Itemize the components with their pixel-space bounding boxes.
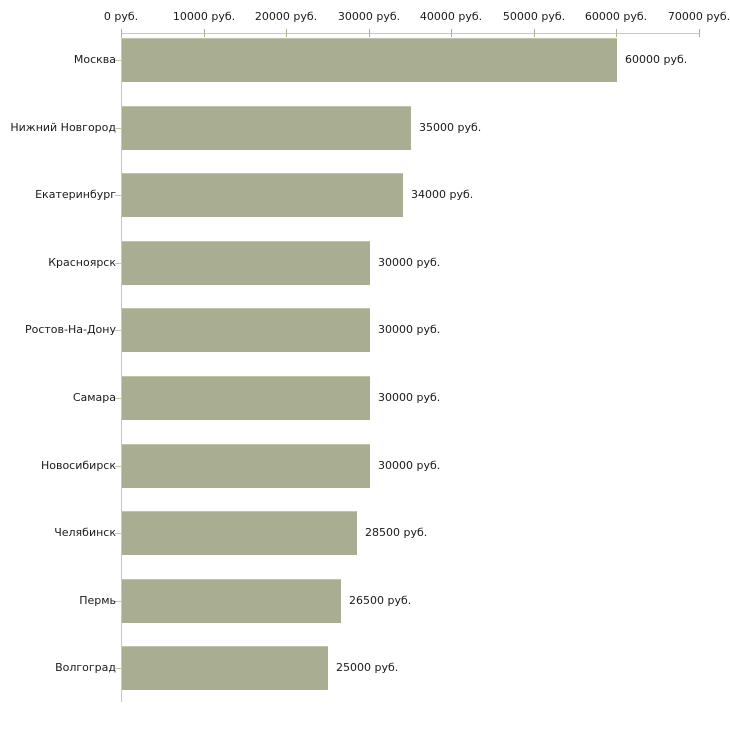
y-tick-mark	[115, 60, 121, 61]
y-tick-mark	[115, 466, 121, 467]
bar	[122, 444, 370, 488]
x-tick-label: 0 руб.	[103, 10, 139, 23]
x-tick-mark	[616, 29, 617, 37]
x-tick-label: 20000 руб.	[254, 10, 318, 23]
category-label: Волгоград	[55, 661, 116, 674]
category-label: Самара	[72, 391, 116, 404]
y-tick-mark	[115, 398, 121, 399]
x-tick-mark	[451, 29, 452, 37]
value-label: 30000 руб.	[378, 459, 441, 472]
x-tick-label: 60000 руб.	[584, 10, 648, 23]
x-tick-mark	[121, 29, 122, 37]
x-tick-mark	[369, 29, 370, 37]
y-tick-mark	[115, 668, 121, 669]
x-tick-mark	[534, 29, 535, 37]
x-tick-label: 30000 руб.	[337, 10, 401, 23]
y-tick-mark	[115, 195, 121, 196]
x-axis-line	[121, 33, 700, 34]
bar	[122, 511, 357, 555]
x-tick-label: 50000 руб.	[502, 10, 566, 23]
bar	[122, 376, 370, 420]
category-label: Новосибирск	[40, 459, 116, 472]
value-label: 34000 руб.	[411, 188, 474, 201]
category-label: Челябинск	[54, 526, 116, 539]
y-tick-mark	[115, 330, 121, 331]
value-label: 60000 руб.	[625, 53, 688, 66]
y-tick-mark	[115, 128, 121, 129]
x-tick-mark	[286, 29, 287, 37]
bar	[122, 579, 341, 623]
x-tick-label: 40000 руб.	[419, 10, 483, 23]
category-label: Красноярск	[48, 256, 116, 269]
x-tick-label: 70000 руб.	[667, 10, 730, 23]
category-label: Екатеринбург	[35, 188, 116, 201]
value-label: 30000 руб.	[378, 256, 441, 269]
value-label: 26500 руб.	[349, 594, 412, 607]
x-tick-mark	[204, 29, 205, 37]
value-label: 25000 руб.	[336, 661, 399, 674]
x-tick-label: 10000 руб.	[172, 10, 236, 23]
category-label: Нижний Новгород	[10, 121, 116, 134]
bar	[122, 308, 370, 352]
bar	[122, 106, 411, 150]
y-tick-mark	[115, 263, 121, 264]
value-label: 30000 руб.	[378, 323, 441, 336]
bar	[122, 646, 328, 690]
y-axis-line	[121, 33, 122, 702]
bar	[122, 38, 617, 82]
category-label: Пермь	[79, 594, 116, 607]
value-label: 30000 руб.	[378, 391, 441, 404]
value-label: 35000 руб.	[419, 121, 482, 134]
x-tick-mark	[699, 29, 700, 37]
bar	[122, 241, 370, 285]
bar	[122, 173, 403, 217]
y-tick-mark	[115, 601, 121, 602]
value-label: 28500 руб.	[365, 526, 428, 539]
y-tick-mark	[115, 533, 121, 534]
category-label: Ростов-На-Дону	[24, 323, 116, 336]
category-label: Москва	[73, 53, 116, 66]
